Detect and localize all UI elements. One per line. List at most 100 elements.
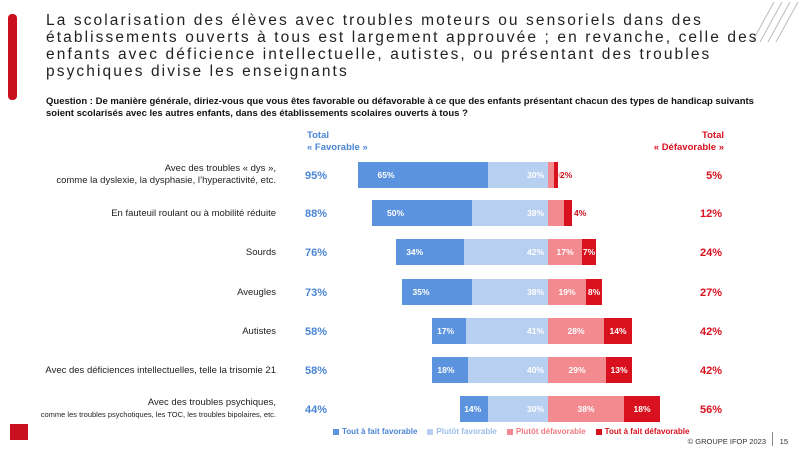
total-favorable-value: 44% [305,404,327,416]
survey-question: Question : De manière générale, diriez-v… [46,96,754,119]
bar-segment-label: 8% [588,287,601,297]
legend-label: Plutôt défavorable [515,427,586,436]
bar-segment [432,318,466,344]
bar-segment [468,357,548,383]
bar-segment-label: 7% [583,247,596,257]
bar-segment [606,357,632,383]
total-favorable-value: 58% [305,326,327,338]
page-number: 15 [779,437,788,446]
header-total-defavorable: Total « Défavorable » [653,130,724,153]
bar-segment-label: 50% [387,208,404,218]
slide-title: La scolarisation des élèves avec trouble… [46,12,759,80]
legend-item: Tout à fait favorable [333,427,417,436]
bar-segment-label: 30% [527,404,544,414]
bar-segment [624,396,660,422]
bar-segment [488,162,548,188]
bar-segment-label: 13% [610,365,627,375]
bar-segment [472,279,548,305]
total-defavorable-value: 42% [700,365,722,377]
bar-segment [548,357,606,383]
total-favorable-value: 58% [305,365,327,377]
bar-segment [464,239,548,265]
category-label: En fauteuil roulant ou à mobilité réduit… [111,208,276,219]
bar-segment [548,318,604,344]
total-defavorable-value: 27% [700,287,722,299]
chart-legend: Tout à fait favorable Plutôt favorable P… [333,427,689,436]
category-label: Sourds [246,247,276,258]
legend-swatch [427,428,434,435]
bar-segment [472,200,548,226]
legend-swatch [333,428,339,435]
bar-segment-label: 8% [550,208,563,218]
total-defavorable-value: 5% [706,170,722,182]
bar-segment-label: 18% [437,365,454,375]
bar-segment [488,396,548,422]
bar-segment [548,396,624,422]
bar-segment [372,200,472,226]
legend-swatch [595,428,602,435]
bar-segment [466,318,548,344]
bar-segment-label: 30% [527,170,544,180]
bar-segment-label: 34% [406,247,423,257]
bar-segment-label: 38% [577,404,594,414]
legend-label: Tout à fait favorable [342,427,418,436]
total-favorable-value: 76% [305,247,327,259]
total-defavorable-value: 56% [700,404,722,416]
bar-segment-label: 28% [567,326,584,336]
bar-segment [432,357,468,383]
total-defavorable-value: 42% [700,326,722,338]
bar-segment-label: 2% [560,170,573,180]
category-label: Avec des troubles « dys », [165,163,276,174]
bar-segment [548,279,586,305]
bar-segment-label: 38% [527,287,544,297]
bar-segment [548,200,564,226]
ifop-logo [10,424,28,440]
category-label: Aveugles [237,287,276,298]
bar-segment [586,279,602,305]
bar-segment [358,162,488,188]
bar-segment-label: 17% [437,326,454,336]
bar-segment-label: 65% [378,170,395,180]
bar-segment [564,200,572,226]
legend-swatch [506,428,513,435]
bar-segment-label: 17% [556,247,573,257]
bar-segment [604,318,632,344]
bar-segment [396,239,464,265]
bar-segment [582,239,596,265]
bar-segment-label: 18% [633,404,650,414]
bar-segment [402,279,472,305]
bar-segment-label: 42% [527,247,544,257]
legend-label: Tout à fait défavorable [604,427,690,436]
bar-segment-label: 35% [413,287,430,297]
total-favorable-value: 73% [305,287,327,299]
bar-segment-label: 14% [609,326,626,336]
legend-item: Plutôt favorable [427,427,497,436]
legend-item: Plutôt défavorable [506,427,586,436]
legend-item: Tout à fait défavorable [595,427,690,436]
total-favorable-value: 95% [305,170,327,182]
accent-bar [8,14,17,100]
legend-label: Plutôt favorable [436,427,497,436]
category-label: comme les troubles psychotiques, les TOC… [41,410,276,419]
total-favorable-value: 88% [305,208,327,220]
header-total-favorable: Total « Favorable » [307,130,368,153]
bar-segment [554,162,558,188]
bar-segment-label: 14% [464,404,481,414]
bar-segment [548,239,582,265]
category-label: Avec des déficiences intellectuelles, te… [45,365,276,376]
footer-divider [772,432,773,446]
decorative-hatch [751,1,799,43]
bar-segment [460,396,488,422]
bar-segment-label: 19% [558,287,575,297]
copyright: © GROUPE IFOP 2023 [687,437,766,446]
bar-segment-label: 41% [527,326,544,336]
bar-segment-label: 29% [568,365,585,375]
bar-segment [548,162,554,188]
category-label: Avec des troubles psychiques, [148,397,276,408]
total-defavorable-value: 24% [700,247,722,259]
bar-segment-label: 4% [574,208,587,218]
category-label: Autistes [242,326,276,337]
total-defavorable-value: 12% [700,208,722,220]
category-label: comme la dyslexie, la dysphasie, l’hyper… [56,175,276,186]
